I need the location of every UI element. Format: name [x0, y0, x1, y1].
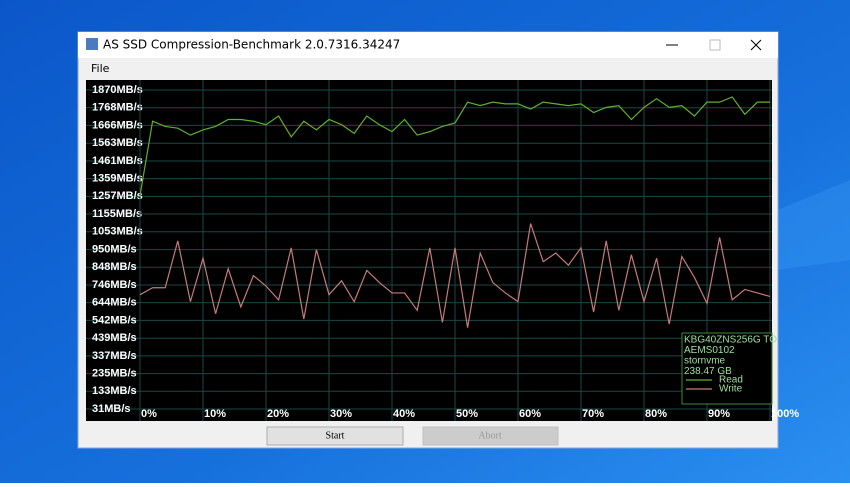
- x-tick-label: 100%: [771, 408, 799, 420]
- x-tick-label: 40%: [393, 408, 415, 420]
- start-button[interactable]: [266, 426, 404, 446]
- x-tick-label: 70%: [582, 408, 604, 420]
- y-tick-label: 1359MB/s: [92, 173, 143, 185]
- y-tick-label: 1257MB/s: [92, 190, 143, 202]
- window-title: AS SSD Compression-Benchmark 2.0.7316.34…: [103, 38, 400, 52]
- x-tick-label: 30%: [330, 408, 352, 420]
- x-tick-label: 80%: [645, 408, 667, 420]
- device-info: AEMS0102: [684, 345, 735, 356]
- y-tick-label: 848MB/s: [92, 261, 137, 273]
- x-tick-label: 20%: [267, 408, 289, 420]
- x-tick-label: 50%: [456, 408, 478, 420]
- y-tick-label: 1155MB/s: [92, 208, 142, 220]
- legend-label: Read: [719, 375, 743, 386]
- x-tick-label: 0%: [141, 408, 157, 420]
- x-tick-label: 60%: [519, 408, 541, 420]
- start-label[interactable]: Start: [326, 430, 345, 441]
- y-tick-label: 1053MB/s: [92, 226, 143, 238]
- maximize-button[interactable]: [709, 39, 721, 51]
- y-tick-label: 1666MB/s: [92, 119, 143, 131]
- device-info: 238.47 GB: [684, 366, 732, 377]
- x-tick-label: 10%: [204, 408, 226, 420]
- y-tick-label: 439MB/s: [92, 332, 137, 344]
- y-tick-label: 31MB/s: [92, 403, 131, 415]
- menu-item[interactable]: File: [91, 62, 110, 75]
- y-tick-label: 1768MB/s: [92, 102, 143, 114]
- y-tick-label: 235MB/s: [92, 368, 137, 380]
- plot: 1870MB/s 1768MB/s 1666MB/s 1563MB/s 1461MB/s…: [86, 80, 799, 421]
- y-tick-label: 950MB/s: [92, 243, 137, 255]
- y-tick-label: 133MB/s: [92, 385, 137, 397]
- close-button[interactable]: [750, 39, 762, 51]
- y-tick-label: 746MB/s: [92, 279, 137, 291]
- legend-label: Write: [719, 384, 743, 395]
- series-line: [139, 96, 770, 196]
- abort-button: [422, 426, 559, 446]
- title-bar: [78, 32, 778, 58]
- y-tick-label: 1461MB/s: [92, 155, 143, 167]
- device-info: stornvme: [684, 356, 726, 367]
- series-line: [139, 223, 771, 328]
- legend-box: [681, 332, 773, 405]
- app-icon: [86, 38, 98, 50]
- y-tick-label: 542MB/s: [92, 314, 137, 326]
- y-tick-label: 337MB/s: [92, 350, 137, 362]
- device-info: KBG40ZNS256G TO: [684, 335, 777, 346]
- y-tick-label: 644MB/s: [92, 297, 137, 309]
- y-tick-label: 1870MB/s: [92, 84, 143, 96]
- x-tick-label: 90%: [708, 408, 730, 420]
- abort-label: Abort: [478, 430, 502, 441]
- y-tick-label: 1563MB/s: [92, 137, 143, 149]
